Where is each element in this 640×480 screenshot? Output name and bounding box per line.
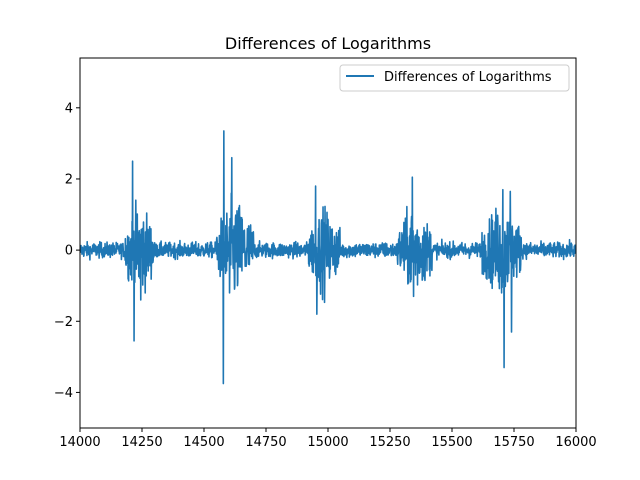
x-axis: 14000 14250 14500 14750 15000 15250 15500 15750… bbox=[59, 428, 597, 450]
x-tick-label: 15000 bbox=[307, 435, 348, 450]
y-tick-label: 0 bbox=[65, 244, 73, 259]
x-tick-label: 14000 bbox=[59, 435, 100, 450]
y-tick-label: 2 bbox=[65, 172, 73, 187]
y-tick-label: 4 bbox=[65, 101, 73, 116]
legend-box bbox=[339, 64, 570, 92]
x-tick-label: 15250 bbox=[369, 435, 410, 450]
x-tick-label: 14750 bbox=[245, 435, 286, 450]
y-tick-label: −4 bbox=[54, 386, 73, 401]
y-tick-label: −2 bbox=[54, 315, 73, 330]
chart-title: Differences of Logarithms bbox=[225, 34, 431, 53]
x-tick-label: 15750 bbox=[493, 435, 534, 450]
legend-label: Differences of Logarithms bbox=[384, 70, 552, 85]
x-tick-label: 15500 bbox=[431, 435, 472, 450]
x-tick-label: 16000 bbox=[555, 435, 596, 450]
series-group bbox=[80, 130, 576, 385]
x-tick-label: 14250 bbox=[121, 435, 162, 450]
series-line-differences-of-logarithms bbox=[80, 130, 576, 385]
legend: Differences of Logarithms bbox=[339, 64, 570, 92]
y-axis: −4 −2 0 2 4 bbox=[54, 101, 80, 401]
plot-area bbox=[80, 130, 576, 385]
x-tick-label: 14500 bbox=[183, 435, 224, 450]
